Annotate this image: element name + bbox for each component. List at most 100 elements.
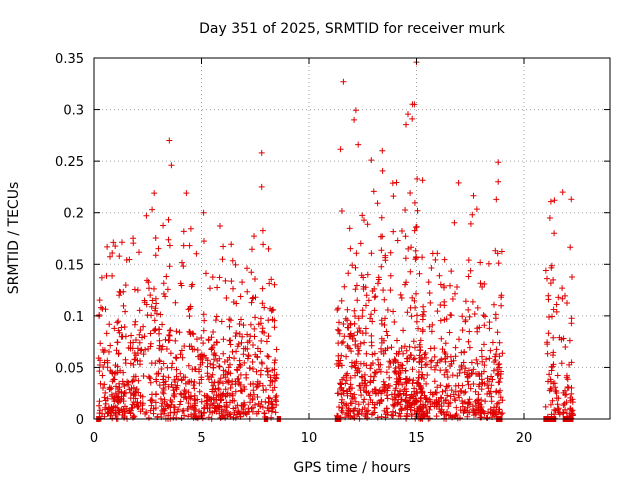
data-point xyxy=(259,360,266,367)
data-point xyxy=(390,193,397,200)
data-point xyxy=(118,333,125,340)
data-point xyxy=(214,357,221,364)
data-point xyxy=(103,272,110,279)
data-point xyxy=(411,227,418,234)
data-point xyxy=(485,385,492,392)
data-point xyxy=(172,299,179,306)
data-point xyxy=(432,256,439,263)
data-point xyxy=(495,260,502,267)
data-point xyxy=(166,263,173,270)
data-point xyxy=(143,409,150,416)
data-point xyxy=(253,368,260,375)
data-point xyxy=(496,361,503,367)
data-point xyxy=(491,301,497,308)
data-point xyxy=(419,356,426,363)
data-point xyxy=(371,350,378,357)
data-point xyxy=(245,353,252,360)
data-point xyxy=(395,391,402,398)
data-point xyxy=(423,380,430,387)
data-point xyxy=(475,406,482,413)
data-point xyxy=(147,292,154,299)
data-point xyxy=(226,316,233,323)
data-point xyxy=(272,394,279,401)
data-point xyxy=(271,324,278,331)
data-point xyxy=(488,382,495,389)
data-point xyxy=(204,357,211,364)
data-point xyxy=(134,404,141,410)
data-point xyxy=(361,396,368,403)
data-point xyxy=(152,360,159,367)
data-point xyxy=(210,351,217,358)
data-point xyxy=(490,367,497,374)
data-point xyxy=(344,392,351,399)
data-point xyxy=(488,398,495,405)
data-point xyxy=(495,370,502,377)
data-point xyxy=(379,147,386,154)
data-point xyxy=(552,388,559,395)
data-point xyxy=(464,404,471,411)
data-point xyxy=(404,375,410,382)
data-point xyxy=(479,379,486,386)
data-point xyxy=(204,397,211,404)
data-point xyxy=(110,407,116,413)
data-point xyxy=(160,385,167,392)
data-point xyxy=(550,306,557,313)
data-point xyxy=(556,411,563,418)
data-point xyxy=(252,314,259,321)
data-point xyxy=(375,356,381,363)
data-point xyxy=(346,386,352,392)
data-point xyxy=(172,337,179,344)
data-point xyxy=(159,400,166,407)
data-point xyxy=(110,239,117,246)
data-point xyxy=(398,361,404,368)
data-point xyxy=(207,360,214,367)
data-point xyxy=(344,370,351,377)
data-point xyxy=(239,333,246,340)
data-point xyxy=(150,410,157,417)
data-point xyxy=(340,387,347,394)
data-point xyxy=(376,276,382,283)
data-point xyxy=(437,302,444,308)
data-point xyxy=(544,339,551,346)
data-point xyxy=(244,339,251,346)
data-point xyxy=(222,277,229,284)
data-point xyxy=(555,294,562,301)
data-point xyxy=(147,379,154,386)
data-point xyxy=(410,356,417,363)
data-point xyxy=(461,408,468,414)
data-point xyxy=(153,300,160,307)
data-point xyxy=(273,398,279,405)
data-point xyxy=(337,386,343,392)
data-point xyxy=(349,262,356,269)
data-point xyxy=(420,308,427,315)
data-point xyxy=(474,397,481,404)
data-point xyxy=(345,270,352,277)
data-point xyxy=(232,414,239,421)
data-point xyxy=(418,364,425,371)
data-point xyxy=(351,307,358,314)
data-point xyxy=(210,364,217,371)
data-point xyxy=(351,412,358,419)
data-point xyxy=(174,382,181,389)
data-point xyxy=(377,368,384,375)
data-point xyxy=(113,383,119,390)
data-point xyxy=(245,393,252,400)
data-point xyxy=(205,336,212,343)
data-point xyxy=(413,380,420,387)
data-point xyxy=(387,287,394,294)
data-point xyxy=(234,376,241,382)
data-point xyxy=(361,339,368,346)
data-point xyxy=(336,319,342,326)
data-point xyxy=(200,311,207,318)
data-point xyxy=(487,347,494,354)
data-point xyxy=(244,265,250,272)
data-point xyxy=(104,410,111,417)
data-point xyxy=(442,396,449,403)
data-point xyxy=(380,350,387,357)
data-point xyxy=(415,408,421,415)
data-point xyxy=(481,322,488,329)
data-point xyxy=(116,329,123,336)
data-point xyxy=(166,137,173,144)
data-point xyxy=(127,345,134,352)
data-point xyxy=(269,404,276,411)
